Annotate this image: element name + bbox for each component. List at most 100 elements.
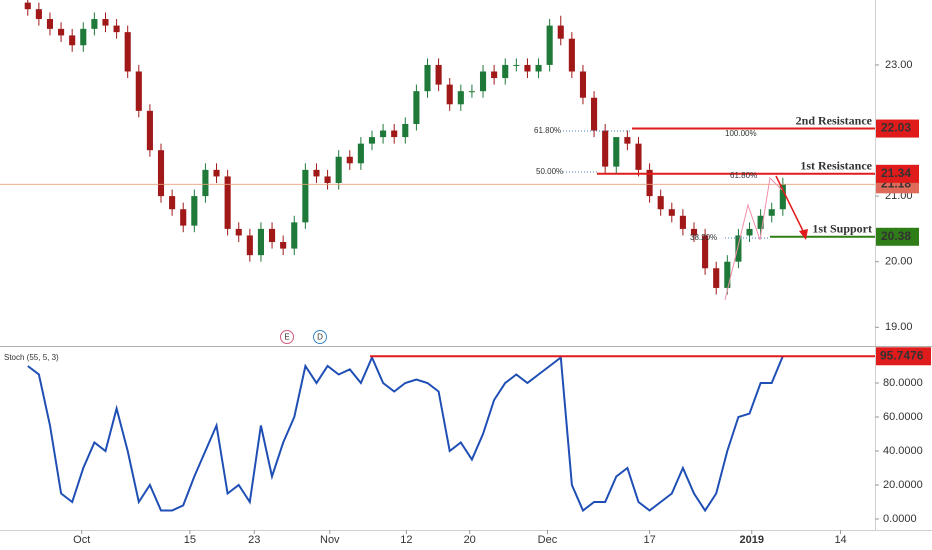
level-box <box>876 119 919 138</box>
pattern-lines <box>724 176 783 301</box>
candle-body <box>391 130 398 138</box>
candle-body <box>102 19 109 26</box>
candle-body <box>779 184 786 210</box>
candle-body <box>224 176 231 229</box>
candle-body <box>424 64 431 92</box>
indicator-title: Stoch (55, 5, 3) <box>4 353 59 362</box>
event-label: E <box>284 333 289 342</box>
candle-body <box>413 91 420 124</box>
candle-body <box>235 228 242 236</box>
candle-body <box>191 196 198 226</box>
x-tick-label: 17 <box>643 534 655 546</box>
candle-body <box>324 176 331 183</box>
fib-label: 61.80% <box>730 171 757 180</box>
candle-body <box>335 156 342 183</box>
candle-body <box>668 209 675 216</box>
candle-body <box>402 123 409 138</box>
candle-body <box>291 222 298 249</box>
candle-body <box>491 71 498 79</box>
candle-body <box>579 71 587 98</box>
candle-body <box>679 215 686 229</box>
y-tick-label: 80.0000 <box>883 377 923 389</box>
candle-body <box>546 25 553 65</box>
level-label: 20.38 <box>881 229 911 243</box>
stoch-line <box>27 354 784 513</box>
candle-body <box>213 169 220 177</box>
stoch-value-box <box>876 347 931 366</box>
x-tick-label: Oct <box>73 534 90 546</box>
candle-body <box>468 91 475 93</box>
level-box <box>876 164 919 183</box>
level-name: 2nd Resistance <box>796 113 873 127</box>
candle-body <box>513 64 520 66</box>
candle-body <box>746 228 753 236</box>
x-tick-label: 20 <box>464 534 476 546</box>
candle-body <box>502 64 509 79</box>
candle-body <box>368 137 376 144</box>
fib-label: 100.00% <box>725 129 757 138</box>
candle-body <box>613 137 620 167</box>
candle-body <box>135 71 142 111</box>
candle-body <box>657 196 664 210</box>
y-tick-label: 20.0000 <box>883 479 923 491</box>
candle-body <box>357 143 364 164</box>
candle-body <box>268 228 276 243</box>
candle-body <box>146 110 153 151</box>
candle-body <box>124 32 131 72</box>
x-tick-label: 23 <box>248 534 260 546</box>
candle-body <box>35 9 42 20</box>
stoch-value-label: 95.7476 <box>880 348 924 362</box>
candle-body <box>757 215 764 229</box>
x-tick-label: 12 <box>400 534 412 546</box>
candle-body <box>58 28 65 36</box>
x-tick-label: Dec <box>538 534 558 546</box>
level-label: 22.03 <box>881 121 911 135</box>
x-tick-label: 14 <box>834 534 846 546</box>
candle-body <box>257 228 264 256</box>
candle-body <box>535 64 542 72</box>
candle-body <box>302 169 309 223</box>
event-label: D <box>317 333 323 342</box>
x-tick-label: 2019 <box>740 534 764 546</box>
y-tick-label: 19.00 <box>885 321 913 333</box>
candle-body <box>113 25 120 33</box>
candle-body <box>157 150 165 197</box>
level-name: 1st Support <box>812 222 872 236</box>
event-marker <box>280 330 294 344</box>
event-marker <box>313 330 327 344</box>
candle-body <box>557 25 564 39</box>
candle-body <box>80 28 87 46</box>
candle-body <box>202 169 209 197</box>
candle-body <box>457 91 464 105</box>
candle-body <box>713 268 720 288</box>
candle-body <box>635 143 642 170</box>
candle-body <box>24 2 31 10</box>
candle-body <box>646 169 653 197</box>
level-label: 21.34 <box>881 166 911 180</box>
candle-body <box>524 64 531 72</box>
fib-label: 50.00% <box>536 167 563 176</box>
candle-body <box>380 130 387 138</box>
candle-body <box>69 35 76 46</box>
fib-label: 38.20% <box>690 233 717 242</box>
forecast-arrowhead <box>799 229 808 240</box>
candle-body <box>602 130 609 167</box>
candle-body <box>702 235 709 269</box>
y-tick-label: 23.00 <box>885 59 913 71</box>
candle-body <box>313 169 320 177</box>
candle-body <box>446 84 453 105</box>
y-tick-label: 40.0000 <box>883 445 923 457</box>
candle-body <box>180 209 187 226</box>
candle-body <box>46 19 54 29</box>
level-box <box>876 227 919 246</box>
candle-body <box>624 137 631 144</box>
candle-body <box>568 38 575 72</box>
candle-body <box>246 235 253 256</box>
y-tick-label: 0.0000 <box>883 513 917 525</box>
y-tick-label: 60.0000 <box>883 411 923 423</box>
x-tick-label: Nov <box>320 534 340 546</box>
candle-body <box>435 64 442 85</box>
candle-body <box>591 97 598 131</box>
fib-label: 61.80% <box>534 126 561 135</box>
